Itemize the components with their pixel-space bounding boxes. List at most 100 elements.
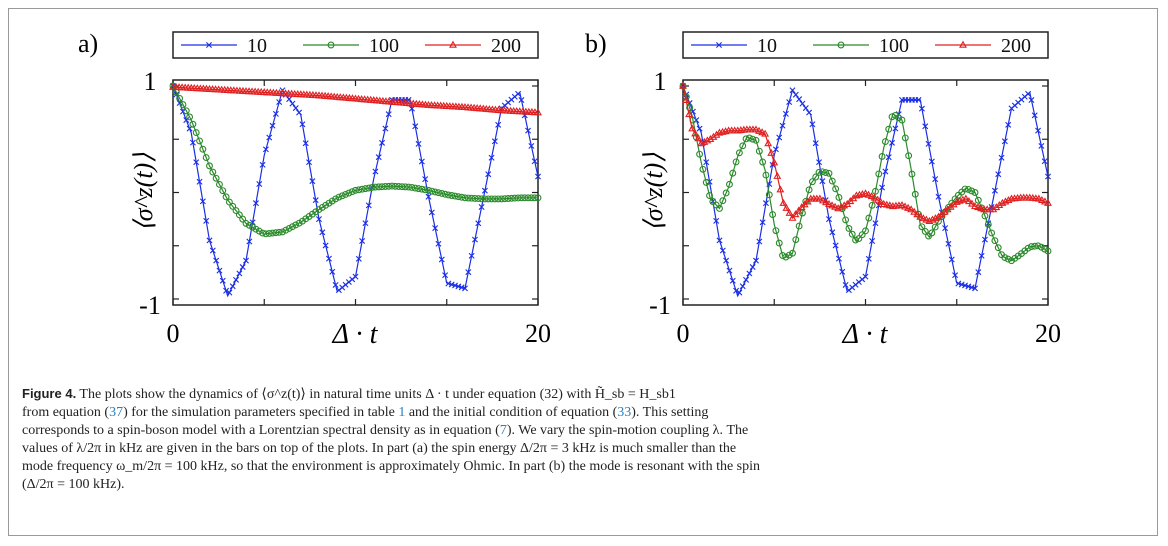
series-100-marker: [282, 226, 290, 234]
series-10-marker: [269, 122, 276, 129]
series-100-marker: [534, 194, 542, 202]
series-100-marker: [755, 147, 763, 155]
series-10-marker: [945, 240, 952, 247]
equation-37-link[interactable]: 37: [109, 405, 124, 420]
table-1-link[interactable]: 1: [398, 405, 406, 420]
series-100-marker: [478, 195, 486, 203]
series-10-marker: [223, 287, 230, 294]
series-100-marker: [782, 253, 790, 261]
series-10-marker: [991, 187, 998, 194]
series-200-marker: [700, 137, 709, 145]
series-100-marker: [418, 185, 426, 193]
caption-line-5: mode frequency ω_m/2π = 100 kHz, so that…: [22, 459, 761, 474]
series-100-marker: [1034, 242, 1042, 250]
panel-a-legend: 10 100 200: [181, 35, 521, 57]
series-100-marker: [292, 221, 300, 229]
series-100-marker: [772, 227, 780, 235]
series-10-marker: [445, 280, 452, 287]
series-10-marker: [236, 270, 243, 277]
series-100-marker: [388, 182, 396, 190]
series-100-marker: [425, 186, 432, 194]
series-100-marker: [431, 188, 439, 196]
series-200-line: [682, 85, 1049, 222]
series-100-marker: [805, 186, 813, 194]
series-100-marker: [451, 192, 459, 200]
series-10-marker: [455, 283, 462, 290]
series-200-marker: [782, 203, 791, 211]
series-100-marker: [742, 135, 750, 143]
series-10-marker: [229, 283, 236, 290]
series-200-marker: [864, 190, 873, 198]
series-10-marker: [835, 255, 842, 262]
series-200-marker: [761, 129, 770, 137]
series-100-marker: [521, 194, 529, 202]
caption-line-1: Figure 4. The plots show the dynamics of…: [22, 385, 1147, 404]
series-100-marker: [832, 185, 840, 193]
series-100-marker: [279, 228, 286, 236]
series-200-marker: [712, 130, 721, 138]
series-200-marker: [825, 199, 833, 207]
series-10-marker: [193, 159, 200, 166]
series-10-marker: [872, 220, 879, 227]
series-100-marker: [252, 225, 260, 233]
series-200-marker: [785, 208, 794, 216]
series-10-marker: [518, 97, 525, 104]
series-100-marker: [699, 165, 707, 173]
series-200-marker: [1044, 198, 1052, 206]
series-10-marker: [879, 184, 886, 191]
series-10-marker: [312, 197, 319, 204]
series-200-marker: [534, 108, 542, 116]
series-10-marker: [322, 242, 329, 249]
series-10-marker: [359, 238, 366, 244]
series-100-marker: [974, 196, 982, 204]
series-10-marker: [885, 154, 892, 161]
series-100-marker: [352, 186, 359, 194]
series-10-marker: [408, 105, 415, 112]
series-100-marker: [1004, 255, 1012, 263]
series-10-marker: [296, 109, 303, 116]
series-100-marker: [779, 251, 786, 259]
series-100-marker: [752, 136, 760, 144]
equation-7-link[interactable]: 7: [499, 423, 507, 438]
series-10-marker: [448, 281, 455, 288]
series-10-marker: [915, 96, 922, 103]
series-10-marker: [219, 277, 226, 284]
equation-33-link[interactable]: 33: [617, 405, 632, 420]
series-100-marker: [524, 194, 532, 202]
series-10-marker: [196, 178, 203, 185]
series-100-marker: [901, 134, 909, 142]
series-100-marker: [911, 190, 919, 198]
series-100-marker: [759, 158, 767, 166]
series-100-marker: [335, 193, 343, 201]
series-10-marker: [259, 161, 266, 168]
series-100-marker: [438, 190, 446, 197]
series-10-marker: [452, 282, 459, 289]
series-100-marker: [789, 249, 796, 257]
series-10-marker: [832, 242, 839, 249]
series-10-marker: [746, 270, 753, 277]
series-10-marker: [865, 255, 872, 262]
series-200-line: [172, 86, 539, 114]
series-100-marker: [945, 203, 952, 211]
series-10-marker: [316, 216, 322, 223]
series-10-marker: [306, 159, 313, 166]
figure-frame: [8, 8, 1158, 536]
series-10-marker: [703, 159, 710, 166]
series-100-marker: [189, 120, 197, 128]
series-100-marker: [216, 181, 223, 188]
series-100-marker: [269, 229, 276, 237]
series-100-marker: [732, 158, 740, 166]
series-200-marker: [968, 199, 976, 207]
series-100-marker: [411, 184, 419, 192]
series-100-marker: [994, 244, 1002, 252]
series-10-marker: [379, 139, 386, 146]
series-10-marker: [481, 187, 488, 194]
series-100-marker: [378, 183, 386, 191]
series-100-marker: [527, 194, 535, 202]
series-100-marker: [259, 229, 267, 237]
series-100-marker: [517, 194, 525, 202]
series-10-marker: [809, 121, 816, 128]
series-100-marker: [878, 153, 886, 160]
series-100-marker: [931, 223, 939, 231]
series-10-marker: [475, 220, 482, 227]
